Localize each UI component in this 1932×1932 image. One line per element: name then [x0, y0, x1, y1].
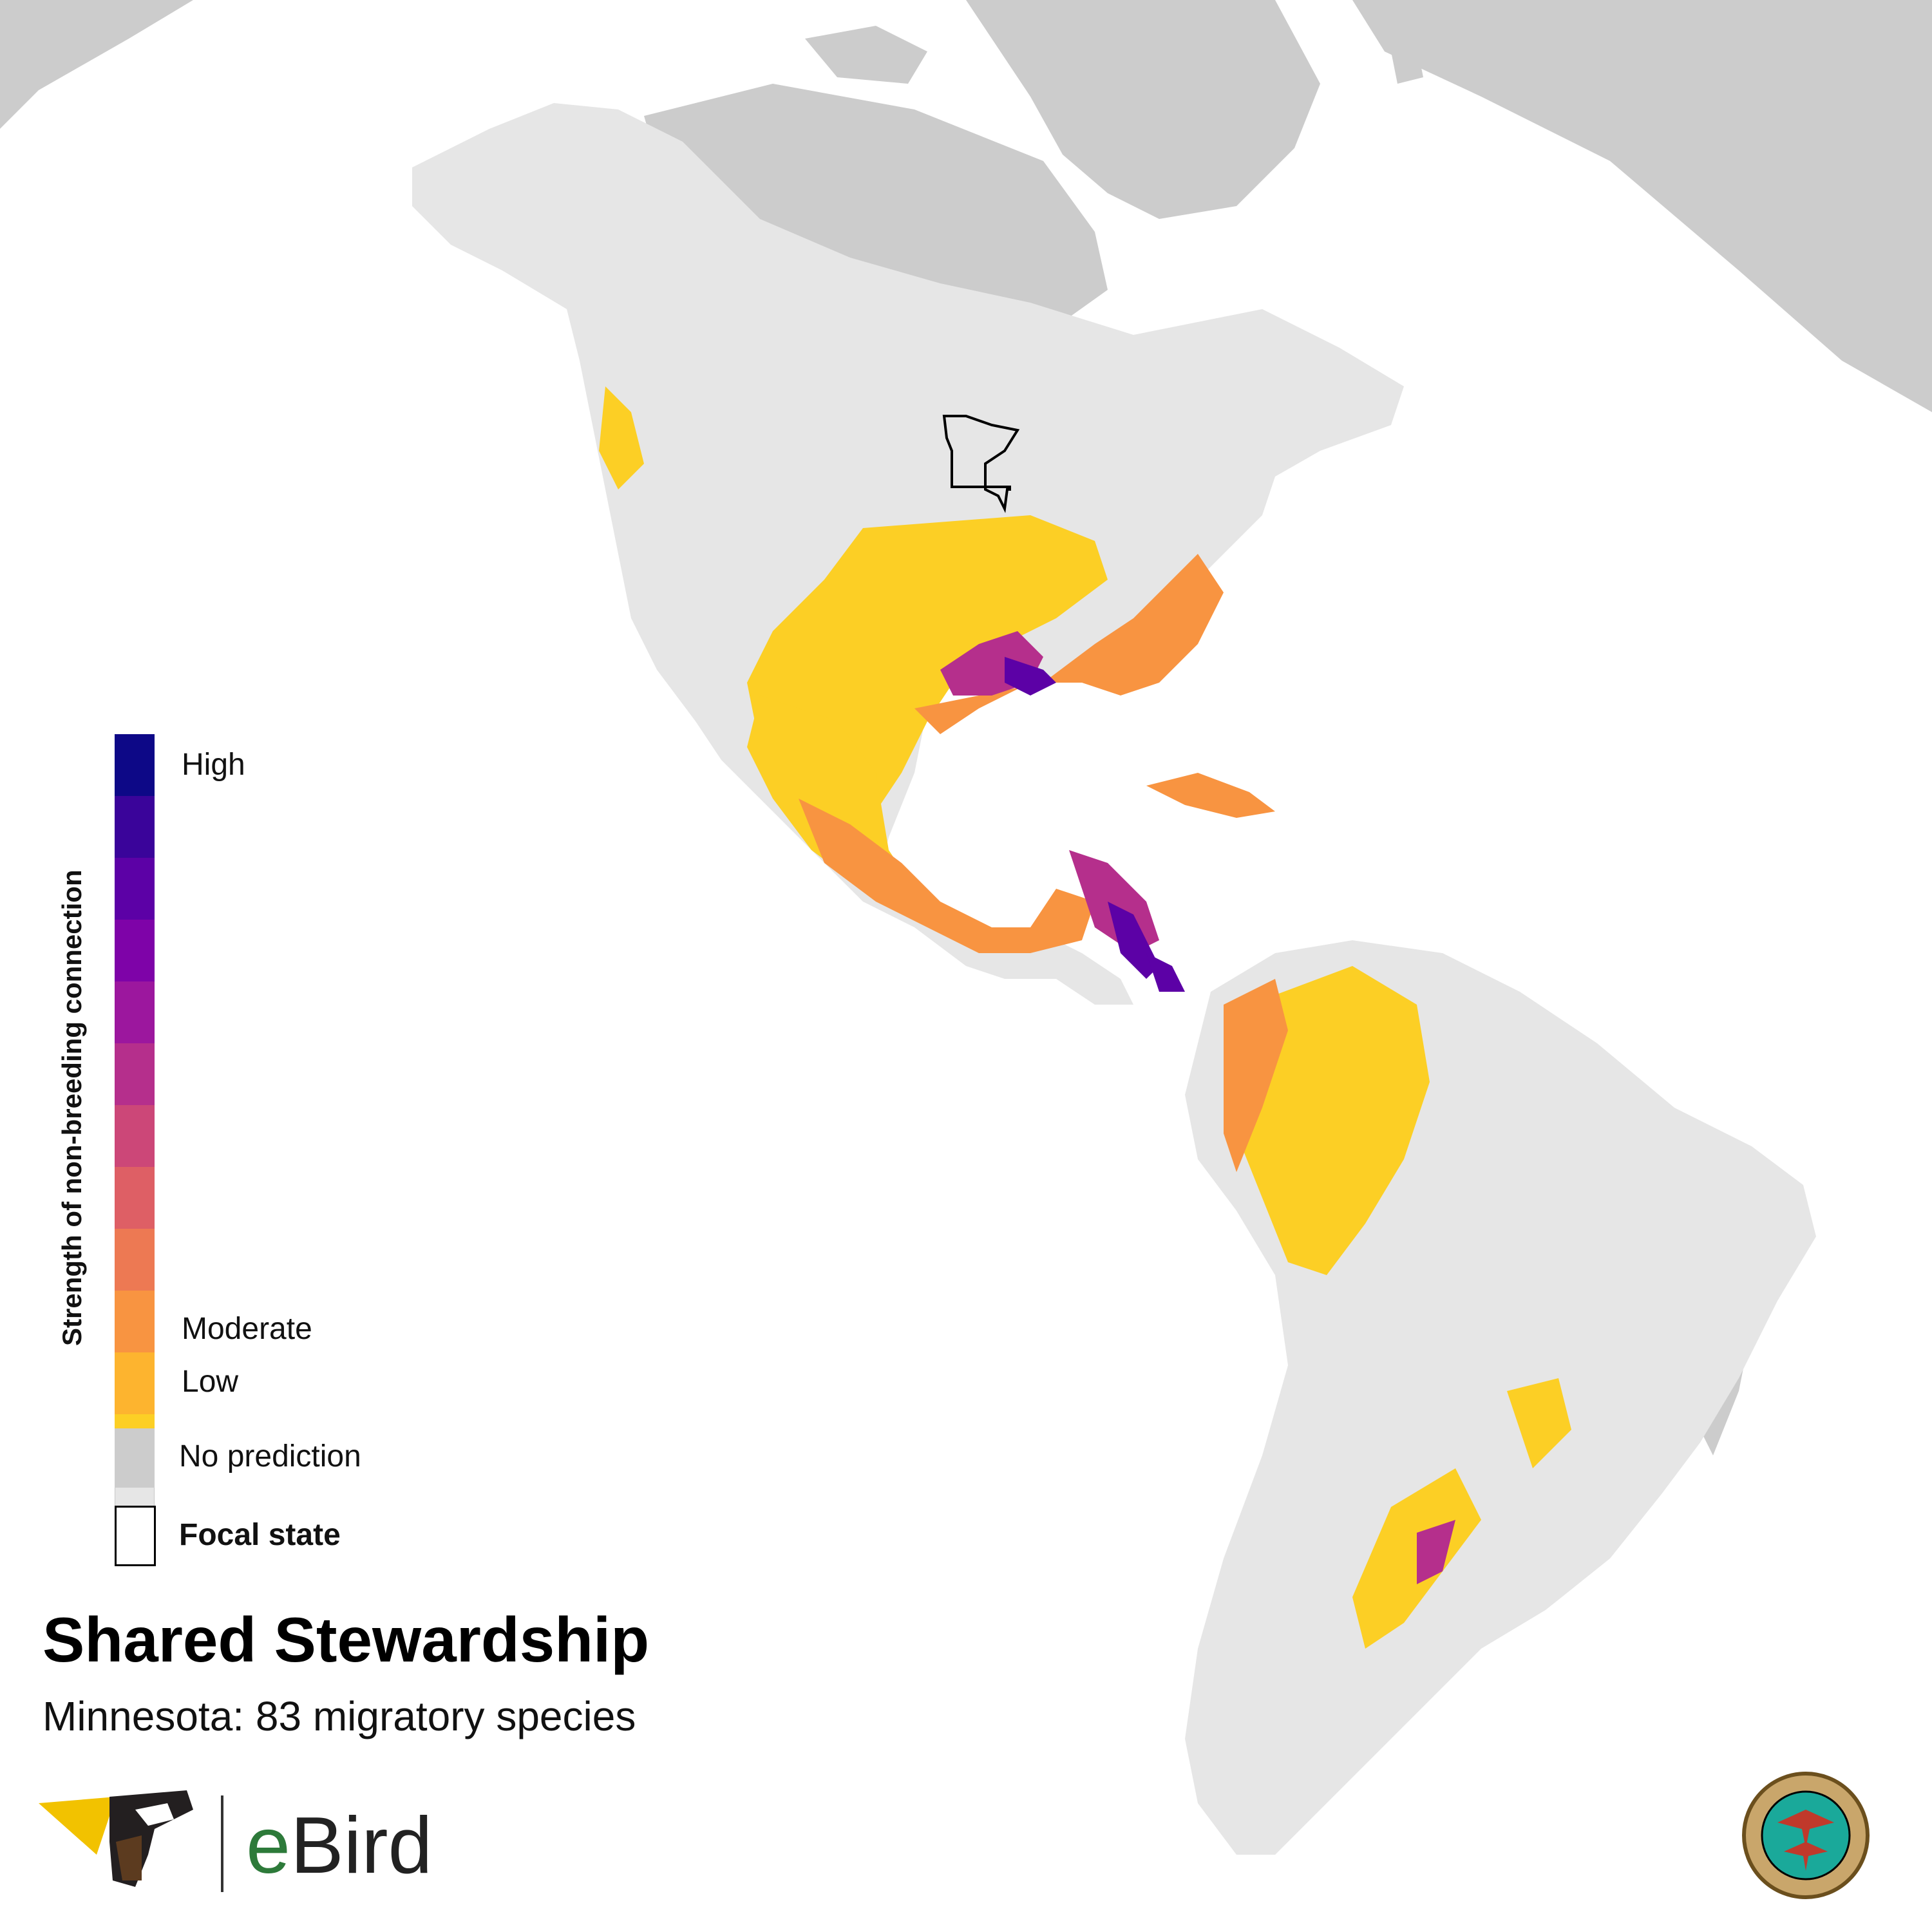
ebird-wordmark-e: e	[246, 1801, 290, 1890]
map-title: Shared Stewardship	[43, 1604, 650, 1675]
legend-ramp-step-4	[115, 981, 155, 1043]
legend-ramp-step-2	[115, 858, 155, 920]
legend-ramp-step-5	[115, 1043, 155, 1105]
ebird-wordmark-bird: Bird	[290, 1801, 433, 1890]
legend-ramp-step-7	[115, 1167, 155, 1229]
legend-axis-label: Strength of non-breeding connection	[57, 869, 87, 1346]
legend-ramp-step-1	[115, 796, 155, 858]
legend-ramp-step-3	[115, 920, 155, 981]
legend-color-ramp	[115, 734, 155, 1537]
legend-focal-state-label: Focal state	[179, 1518, 341, 1552]
legend-low-label: Low	[182, 1365, 239, 1399]
partners-in-flight-logo	[1742, 1772, 1870, 1899]
connection-orange	[799, 554, 1288, 1172]
legend-moderate-label: Moderate	[182, 1312, 312, 1346]
connection-high	[1005, 657, 1185, 992]
focal-state-swatch	[115, 1506, 156, 1566]
ebird-logo-mark	[39, 1790, 193, 1887]
legend-ramp-step-6	[115, 1105, 155, 1167]
no-prediction-swatch	[115, 1428, 155, 1488]
legend-high-label: High	[182, 748, 245, 782]
logo-divider	[221, 1795, 223, 1892]
legend-ramp-step-9	[115, 1291, 155, 1352]
legend-ramp-step-10	[115, 1352, 155, 1414]
legend-ramp-step-8	[115, 1229, 155, 1291]
map-subtitle: Minnesota: 83 migratory species	[43, 1693, 636, 1739]
legend-no-prediction-label: No prediction	[179, 1439, 361, 1473]
focal-state-outline	[942, 415, 1020, 513]
ebird-wordmark: eBird	[246, 1800, 432, 1891]
legend-ramp-step-0	[115, 734, 155, 796]
